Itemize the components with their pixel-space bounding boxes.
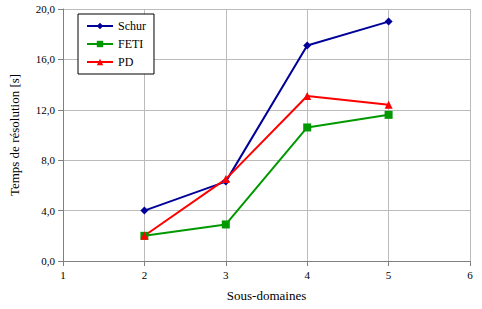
svg-text:4: 4 [304,269,310,281]
svg-text:12,0: 12,0 [36,104,56,116]
svg-text:20,0: 20,0 [36,3,56,15]
svg-text:3: 3 [223,269,229,281]
svg-text:PD: PD [118,55,134,69]
svg-text:8,0: 8,0 [41,154,55,166]
svg-text:2: 2 [142,269,148,281]
svg-text:Schur: Schur [118,19,146,33]
svg-text:FETI: FETI [118,37,143,51]
svg-text:4,0: 4,0 [41,205,55,217]
svg-text:6: 6 [467,269,473,281]
svg-text:1: 1 [60,269,66,281]
svg-text:Temps de résolution [s]: Temps de résolution [s] [7,74,22,196]
svg-text:16,0: 16,0 [36,53,56,65]
svg-text:0,0: 0,0 [41,255,55,267]
svg-text:Sous-domaines: Sous-domaines [227,288,306,303]
svg-text:5: 5 [386,269,392,281]
